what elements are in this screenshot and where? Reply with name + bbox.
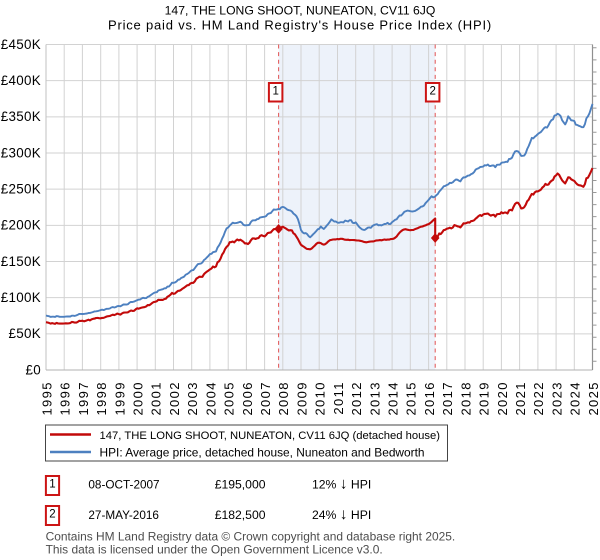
svg-text:£50K: £50K — [9, 326, 41, 341]
svg-text:2025: 2025 — [586, 381, 600, 415]
svg-text:£400K: £400K — [1, 73, 41, 88]
svg-text:£300K: £300K — [1, 145, 41, 160]
svg-text:24% ↓ HPI: 24% ↓ HPI — [312, 506, 371, 523]
svg-text:2007: 2007 — [258, 381, 273, 415]
svg-text:1: 1 — [272, 85, 278, 97]
svg-text:2018: 2018 — [458, 381, 473, 415]
svg-text:2004: 2004 — [203, 381, 218, 415]
svg-text:Price paid vs. HM Land Registr: Price paid vs. HM Land Registry's House … — [108, 18, 492, 33]
svg-text:1997: 1997 — [76, 381, 91, 415]
svg-text:08-OCT-2007: 08-OCT-2007 — [88, 479, 159, 492]
svg-text:2020: 2020 — [495, 381, 510, 415]
svg-text:2006: 2006 — [240, 381, 255, 415]
svg-text:2017: 2017 — [440, 381, 455, 415]
svg-text:2001: 2001 — [149, 381, 164, 415]
svg-text:147, THE LONG SHOOT, NUNEATON,: 147, THE LONG SHOOT, NUNEATON, CV11 6JQ … — [100, 430, 441, 442]
svg-text:12% ↓ HPI: 12% ↓ HPI — [312, 476, 371, 493]
svg-text:2015: 2015 — [404, 381, 419, 415]
svg-text:2016: 2016 — [422, 381, 437, 415]
svg-text:2022: 2022 — [531, 381, 546, 415]
svg-text:147, THE LONG SHOOT, NUNEATON,: 147, THE LONG SHOOT, NUNEATON, CV11 6JQ — [165, 4, 436, 18]
svg-text:2013: 2013 — [367, 381, 382, 415]
svg-text:2003: 2003 — [185, 381, 200, 415]
svg-text:1999: 1999 — [112, 381, 127, 415]
svg-text:Contains HM Land Registry data: Contains HM Land Registry data © Crown c… — [46, 529, 456, 543]
svg-text:2014: 2014 — [386, 381, 401, 415]
svg-text:1996: 1996 — [58, 381, 73, 415]
svg-text:2: 2 — [429, 85, 435, 97]
svg-text:27-MAY-2016: 27-MAY-2016 — [88, 509, 159, 522]
svg-text:HPI: Average price, detached h: HPI: Average price, detached house, Nune… — [100, 446, 425, 460]
svg-text:1: 1 — [49, 479, 55, 491]
svg-text:2024: 2024 — [568, 381, 583, 415]
svg-text:2021: 2021 — [513, 381, 528, 415]
svg-text:2000: 2000 — [131, 381, 146, 415]
svg-text:£350K: £350K — [1, 109, 41, 124]
svg-text:£0: £0 — [26, 362, 42, 377]
svg-text:£100K: £100K — [1, 290, 41, 305]
svg-text:2005: 2005 — [222, 381, 237, 415]
svg-text:2010: 2010 — [313, 381, 328, 415]
svg-text:2009: 2009 — [294, 381, 309, 415]
svg-text:£250K: £250K — [1, 182, 41, 197]
svg-text:This data is licensed under th: This data is licensed under the Open Gov… — [46, 542, 383, 556]
svg-text:2019: 2019 — [477, 381, 492, 415]
svg-text:2023: 2023 — [550, 381, 565, 415]
svg-text:£200K: £200K — [1, 218, 41, 233]
svg-text:2: 2 — [49, 509, 55, 521]
svg-text:1995: 1995 — [39, 381, 54, 415]
svg-text:1998: 1998 — [94, 381, 109, 415]
svg-text:£450K: £450K — [1, 37, 41, 52]
svg-text:£150K: £150K — [1, 254, 41, 269]
svg-text:£182,500: £182,500 — [215, 508, 266, 522]
svg-text:2008: 2008 — [276, 381, 291, 415]
svg-text:£195,000: £195,000 — [215, 478, 266, 492]
svg-text:2002: 2002 — [167, 381, 182, 415]
svg-text:2012: 2012 — [349, 381, 364, 415]
svg-text:2011: 2011 — [331, 381, 346, 414]
